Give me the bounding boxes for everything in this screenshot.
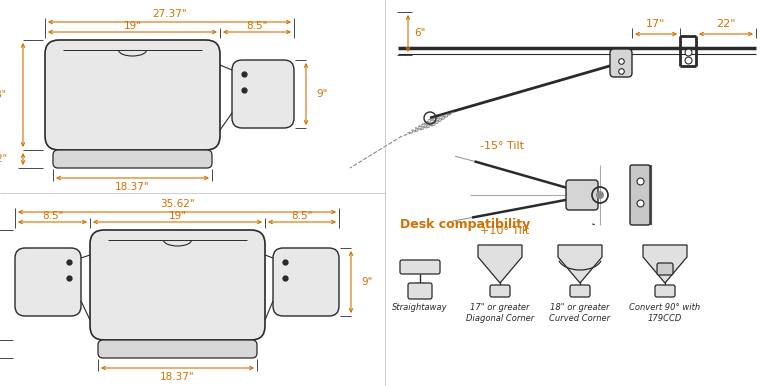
- FancyBboxPatch shape: [400, 260, 440, 274]
- Polygon shape: [558, 245, 602, 283]
- Text: -15° Tilt: -15° Tilt: [480, 141, 524, 151]
- FancyBboxPatch shape: [232, 60, 294, 128]
- Text: 18.37": 18.37": [115, 182, 150, 192]
- Text: +10° Tilt: +10° Tilt: [480, 225, 529, 235]
- FancyBboxPatch shape: [630, 165, 650, 225]
- FancyBboxPatch shape: [408, 283, 432, 299]
- Text: Convert 90° with
179CCD: Convert 90° with 179CCD: [630, 303, 701, 323]
- Text: 2.62": 2.62": [0, 154, 7, 164]
- Text: 17": 17": [647, 19, 666, 29]
- FancyBboxPatch shape: [490, 285, 510, 297]
- Text: 17" or greater
Diagonal Corner: 17" or greater Diagonal Corner: [466, 303, 534, 323]
- FancyBboxPatch shape: [90, 230, 265, 340]
- FancyBboxPatch shape: [566, 180, 598, 210]
- Text: Desk compatibility: Desk compatibility: [400, 218, 530, 231]
- FancyBboxPatch shape: [273, 248, 339, 316]
- Text: 8.5": 8.5": [42, 211, 63, 221]
- Text: 8.5": 8.5": [291, 211, 313, 221]
- FancyBboxPatch shape: [657, 263, 673, 275]
- Text: 11.28": 11.28": [0, 90, 7, 100]
- FancyBboxPatch shape: [570, 285, 590, 297]
- Text: 6": 6": [414, 29, 426, 39]
- Text: 9": 9": [316, 89, 327, 99]
- FancyBboxPatch shape: [610, 49, 632, 77]
- FancyBboxPatch shape: [98, 340, 257, 358]
- Polygon shape: [478, 245, 522, 283]
- FancyBboxPatch shape: [655, 285, 675, 297]
- Text: 18" or greater
Curved Corner: 18" or greater Curved Corner: [549, 303, 611, 323]
- Text: 19": 19": [169, 211, 186, 221]
- Text: 9": 9": [361, 277, 372, 287]
- Text: 8.5": 8.5": [247, 21, 267, 31]
- Text: 35.62": 35.62": [159, 199, 195, 209]
- FancyBboxPatch shape: [15, 248, 81, 316]
- FancyBboxPatch shape: [53, 150, 212, 168]
- Text: 18.37": 18.37": [160, 372, 195, 382]
- Text: 19": 19": [123, 21, 142, 31]
- FancyBboxPatch shape: [45, 40, 220, 150]
- Polygon shape: [643, 245, 687, 283]
- Circle shape: [596, 191, 604, 199]
- Text: Straightaway: Straightaway: [392, 303, 448, 312]
- Text: 27.37": 27.37": [152, 9, 187, 19]
- Text: 22": 22": [716, 19, 736, 29]
